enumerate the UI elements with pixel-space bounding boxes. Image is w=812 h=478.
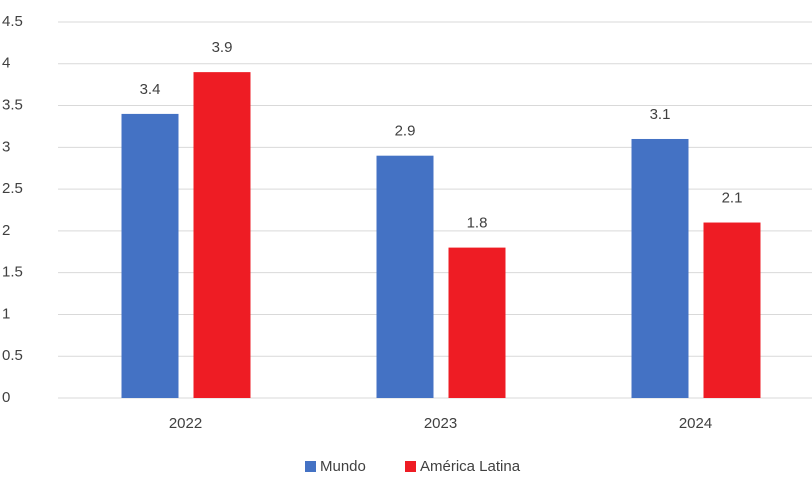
y-tick-label: 0 xyxy=(2,389,10,406)
y-tick-label: 3 xyxy=(2,138,10,155)
bar xyxy=(193,72,251,398)
x-tick-label: 2022 xyxy=(169,415,202,432)
bar xyxy=(448,247,506,398)
y-tick-label: 1.5 xyxy=(2,264,23,281)
legend-label: América Latina xyxy=(420,458,521,475)
data-label: 1.8 xyxy=(467,215,488,232)
data-label: 3.4 xyxy=(140,81,161,98)
y-tick-label: 4 xyxy=(2,55,10,72)
data-label: 2.1 xyxy=(722,190,743,207)
y-tick-label: 2.5 xyxy=(2,180,23,197)
y-tick-label: 1 xyxy=(2,305,10,322)
bar xyxy=(121,113,179,399)
y-tick-label: 2 xyxy=(2,222,10,239)
legend-swatch xyxy=(405,461,416,472)
data-label: 3.9 xyxy=(212,39,233,56)
bar xyxy=(703,222,761,398)
legend-swatch xyxy=(305,461,316,472)
y-tick-label: 3.5 xyxy=(2,97,23,114)
data-label: 3.1 xyxy=(650,106,671,123)
data-label: 2.9 xyxy=(395,123,416,140)
y-tick-label: 4.5 xyxy=(2,13,23,30)
bar xyxy=(376,155,434,398)
legend-label: Mundo xyxy=(320,458,366,475)
y-tick-label: 0.5 xyxy=(2,347,23,364)
bar xyxy=(631,138,689,398)
x-tick-label: 2024 xyxy=(679,415,712,432)
x-tick-label: 2023 xyxy=(424,415,457,432)
